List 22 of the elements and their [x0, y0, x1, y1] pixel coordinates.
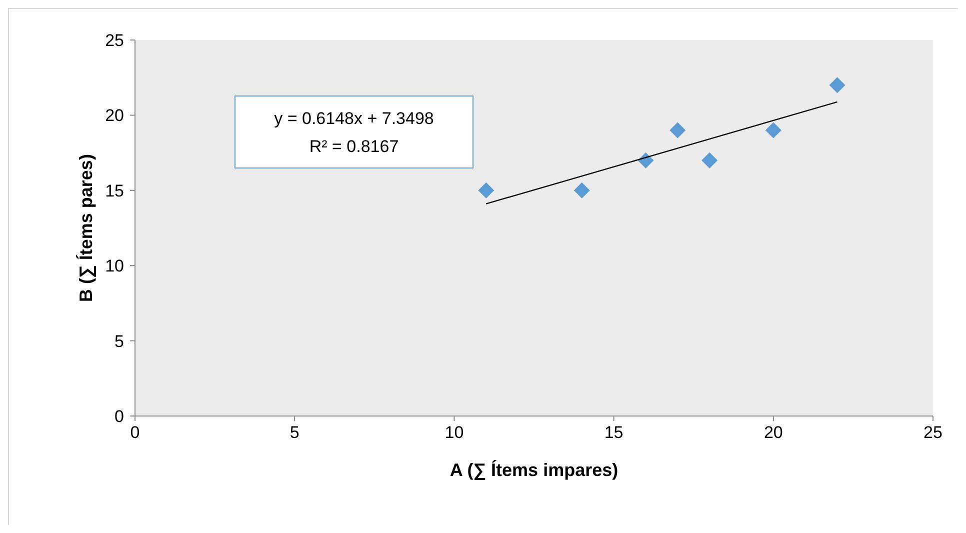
y-tick-label: 10 [105, 256, 124, 276]
y-tick-label: 20 [105, 106, 124, 126]
point [702, 152, 718, 168]
point [765, 122, 782, 138]
y-tick-label: 0 [114, 406, 124, 426]
x-axis-title: A (∑ Ítems impares) [450, 460, 618, 480]
point [670, 122, 686, 138]
y-tick-label: 5 [114, 332, 124, 351]
y-axis-title: B (∑ Ítems pares) [76, 154, 96, 302]
y-tick-label: 15 [105, 181, 124, 200]
x-tick-label: 10 [444, 423, 464, 442]
annotation: y = 0.6148x + 7.3498 [274, 109, 434, 128]
x-tick-label: 20 [764, 423, 783, 442]
x-tick-label: 5 [290, 423, 300, 442]
x-tick-label: 15 [604, 423, 624, 442]
point [829, 77, 846, 94]
annotation: R² = 0.8167 [309, 137, 399, 156]
point [478, 182, 494, 198]
x-tick-label: 0 [130, 423, 140, 442]
point [574, 182, 590, 198]
x-tick-label: 25 [924, 423, 942, 442]
y-tick-label: 25 [105, 30, 124, 50]
